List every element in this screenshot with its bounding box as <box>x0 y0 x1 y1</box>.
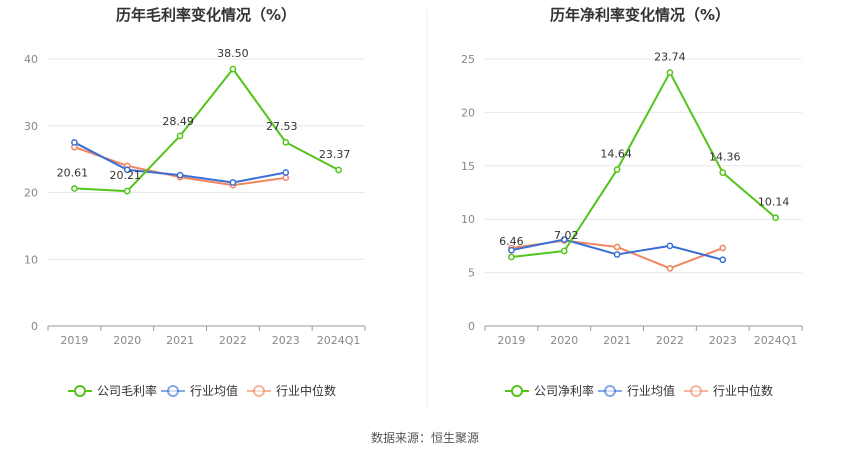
legend-marker <box>167 385 179 397</box>
y-tick-label: 30 <box>24 120 38 133</box>
data-point[interactable] <box>560 236 568 243</box>
data-point[interactable] <box>335 166 342 174</box>
data-label: 20.61 <box>57 166 89 179</box>
data-label: 10.14 <box>758 196 790 209</box>
legend-item[interactable]: 行业均值 <box>161 383 238 398</box>
legend-marker <box>604 385 616 397</box>
x-tick-label: 2020 <box>113 334 141 347</box>
data-point[interactable] <box>71 185 78 192</box>
data-point[interactable] <box>229 179 237 186</box>
data-point[interactable] <box>282 169 290 176</box>
legend-label: 行业均值 <box>190 383 238 398</box>
data-label: 27.53 <box>266 120 298 133</box>
legend-marker <box>690 385 702 397</box>
data-point[interactable] <box>229 65 237 73</box>
data-label: 14.36 <box>709 151 741 164</box>
x-tick-label: 2022 <box>656 334 684 347</box>
data-point[interactable] <box>123 187 131 195</box>
legend-item[interactable]: 行业中位数 <box>247 383 336 398</box>
legend-label: 行业均值 <box>627 383 675 398</box>
x-tick-label: 2019 <box>497 334 525 347</box>
series-line <box>511 71 777 259</box>
x-tick-label: 2022 <box>219 334 247 347</box>
y-tick-label: 15 <box>461 160 475 173</box>
data-point[interactable] <box>508 253 515 261</box>
data-point[interactable] <box>666 242 674 250</box>
data-point[interactable] <box>772 214 779 222</box>
data-point[interactable] <box>176 132 184 140</box>
x-tick-label: 2019 <box>60 334 88 347</box>
legend-marker <box>511 385 523 397</box>
chart-title: 历年净利率变化情况（%） <box>550 6 730 24</box>
net-margin-chart: 历年净利率变化情况（%） 0 5 10 15 20 25 2019 2020 2021 2022 20… <box>461 6 803 398</box>
x-tick-label: 2021 <box>166 334 194 347</box>
data-point[interactable] <box>613 251 621 258</box>
data-point[interactable] <box>613 243 621 251</box>
legend-marker <box>253 385 265 397</box>
data-point[interactable] <box>719 256 727 264</box>
data-point[interactable] <box>282 138 290 146</box>
legend-item[interactable]: 行业均值 <box>598 383 675 398</box>
gross-margin-chart: 历年毛利率变化情况（%） 0 10 20 30 40 2019 2020 2021 2022 202… <box>24 6 366 398</box>
x-tick-label: 2023 <box>709 334 737 347</box>
legend-item[interactable]: 公司毛利率 <box>68 383 157 398</box>
x-tick-label: 2021 <box>603 334 631 347</box>
x-tick-label: 2024Q1 <box>317 334 361 347</box>
legend-label: 公司净利率 <box>534 383 594 398</box>
data-point[interactable] <box>282 174 290 182</box>
data-point[interactable] <box>123 166 131 174</box>
y-tick-label: 25 <box>461 53 475 66</box>
y-tick-label: 0 <box>468 320 475 333</box>
series-line <box>74 68 340 193</box>
y-tick-label: 5 <box>468 267 475 280</box>
data-label: 23.74 <box>654 50 686 63</box>
y-tick-label: 10 <box>24 253 38 266</box>
data-label: 28.49 <box>162 115 194 128</box>
data-label: 23.37 <box>319 148 351 161</box>
y-tick-label: 20 <box>24 187 38 200</box>
data-point[interactable] <box>560 247 568 255</box>
y-tick-label: 0 <box>31 320 38 333</box>
data-source: 数据来源：恒生聚源 <box>371 430 479 445</box>
data-label: 7.02 <box>554 229 579 242</box>
data-label: 14.64 <box>600 148 632 161</box>
data-label: 6.46 <box>499 235 524 248</box>
legend-label: 行业中位数 <box>713 383 773 398</box>
chart-title: 历年毛利率变化情况（%） <box>116 6 296 24</box>
legend-label: 公司毛利率 <box>97 383 157 398</box>
data-point[interactable] <box>613 166 621 173</box>
x-tick-label: 2020 <box>550 334 578 347</box>
data-point[interactable] <box>719 244 727 252</box>
y-tick-label: 10 <box>461 213 475 226</box>
x-tick-label: 2023 <box>272 334 300 347</box>
legend-item[interactable]: 行业中位数 <box>684 383 773 398</box>
legend-marker <box>74 385 86 397</box>
legend-item[interactable]: 公司净利率 <box>505 383 594 398</box>
data-point[interactable] <box>719 169 727 176</box>
data-point[interactable] <box>508 246 515 254</box>
data-point[interactable] <box>176 171 184 179</box>
y-tick-label: 20 <box>461 106 475 119</box>
data-label: 20.21 <box>110 169 142 182</box>
data-point[interactable] <box>666 264 674 272</box>
legend-label: 行业中位数 <box>276 383 336 398</box>
data-label: 38.50 <box>217 47 249 60</box>
x-tick-label: 2024Q1 <box>754 334 798 347</box>
data-point[interactable] <box>71 139 78 146</box>
data-point[interactable] <box>666 69 674 76</box>
y-tick-label: 40 <box>24 53 38 66</box>
